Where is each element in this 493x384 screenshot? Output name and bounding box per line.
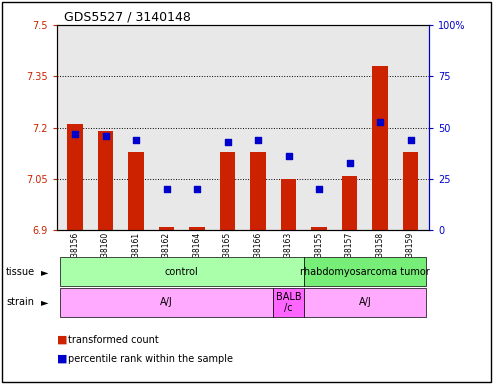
Text: A/J: A/J — [358, 297, 371, 308]
Text: transformed count: transformed count — [68, 335, 159, 345]
Point — [346, 159, 353, 166]
Bar — [220, 152, 235, 230]
Point — [224, 139, 232, 145]
Point — [284, 153, 292, 159]
Bar — [128, 152, 143, 230]
Text: A/J: A/J — [160, 297, 173, 308]
Bar — [342, 175, 357, 230]
Bar — [273, 288, 304, 317]
Bar — [304, 257, 426, 286]
Text: percentile rank within the sample: percentile rank within the sample — [68, 354, 233, 364]
Text: rhabdomyosarcoma tumor: rhabdomyosarcoma tumor — [300, 266, 430, 277]
Text: BALB
/c: BALB /c — [276, 291, 301, 313]
Bar — [60, 288, 273, 317]
Bar — [312, 227, 327, 230]
Bar — [68, 124, 83, 230]
Point — [132, 137, 140, 143]
Bar — [373, 66, 387, 230]
Point — [315, 186, 323, 192]
Bar — [250, 152, 266, 230]
Bar — [60, 257, 304, 286]
Point — [407, 137, 415, 143]
Bar — [281, 179, 296, 230]
Text: ■: ■ — [57, 335, 67, 345]
Text: ►: ► — [41, 297, 48, 308]
Text: strain: strain — [6, 297, 34, 308]
Text: control: control — [165, 266, 199, 277]
Point — [193, 186, 201, 192]
Bar — [189, 227, 205, 230]
Point — [163, 186, 171, 192]
Bar — [403, 152, 418, 230]
Point — [376, 118, 384, 124]
Point — [254, 137, 262, 143]
Text: GDS5527 / 3140148: GDS5527 / 3140148 — [64, 11, 191, 24]
Bar — [159, 227, 174, 230]
Text: ►: ► — [41, 266, 48, 277]
Point — [71, 131, 79, 137]
Bar — [304, 288, 426, 317]
Point — [102, 133, 109, 139]
Text: tissue: tissue — [6, 266, 35, 277]
Bar — [98, 131, 113, 230]
Text: ■: ■ — [57, 354, 67, 364]
